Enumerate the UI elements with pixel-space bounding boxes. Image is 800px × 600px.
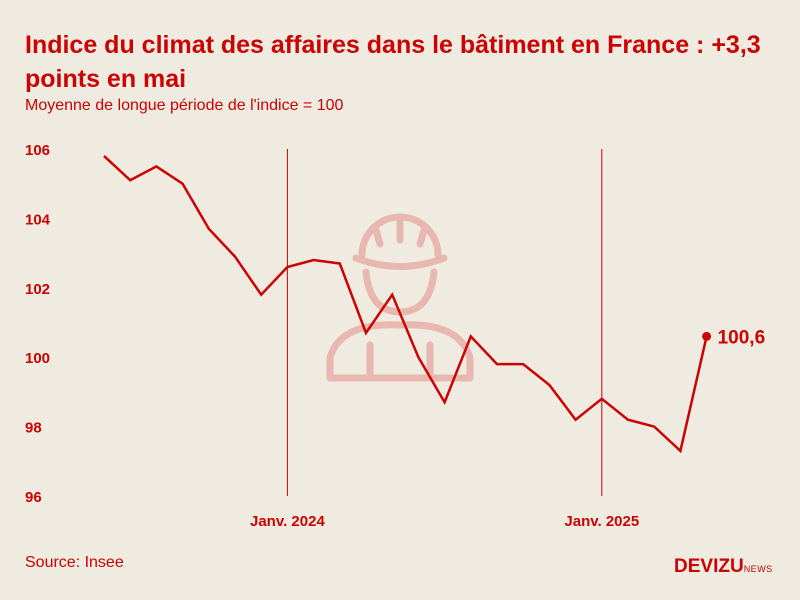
last-value-label: 100,6 — [718, 327, 766, 348]
series-line — [103, 154, 708, 454]
construction-worker-icon — [326, 213, 474, 382]
x-tick-label: Janv. 2025 — [564, 513, 639, 530]
chart-subtitle: Moyenne de longue période de l'indice = … — [25, 97, 344, 114]
y-tick-label: 96 — [25, 489, 42, 506]
chart-title: Indice du climat des affaires dans le bâ… — [25, 31, 761, 93]
brand-suffix: NEWS — [743, 564, 773, 574]
y-tick-label: 106 — [25, 142, 50, 159]
x-tick-label: Janv. 2024 — [250, 513, 325, 530]
brand-logo: DEVIZUNEWS — [674, 556, 773, 578]
y-tick-label: 98 — [25, 420, 42, 437]
y-tick-label: 102 — [25, 281, 50, 298]
brand-main: DEVIZU — [674, 556, 744, 577]
y-tick-label: 100 — [25, 350, 50, 367]
y-tick-label: 104 — [25, 211, 51, 228]
source-note: Source: Insee — [25, 554, 124, 571]
last-data-point — [702, 331, 712, 341]
